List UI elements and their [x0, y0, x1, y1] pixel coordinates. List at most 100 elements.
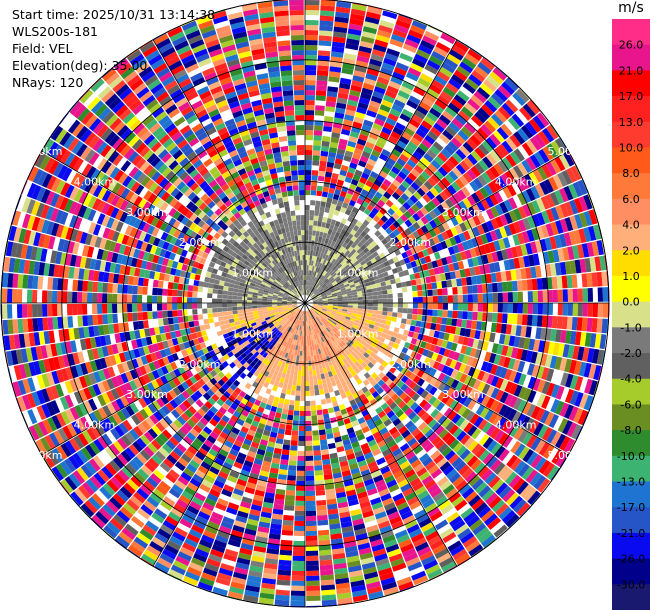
range-gate [407, 172, 417, 182]
range-gate [384, 90, 397, 99]
range-gate [394, 434, 404, 444]
range-gate [312, 300, 318, 302]
range-gate [305, 535, 318, 541]
range-gate [537, 290, 543, 303]
range-gate [472, 311, 478, 321]
range-gate [309, 280, 313, 286]
range-gate [533, 133, 546, 148]
range-gate [551, 276, 558, 289]
range-gate [347, 293, 353, 297]
range-gate [403, 163, 414, 172]
range-gate [471, 548, 484, 558]
range-gate [313, 220, 318, 226]
range-gate [316, 246, 320, 252]
range-gate [463, 219, 472, 230]
range-gate [342, 269, 348, 275]
range-gate [309, 210, 315, 216]
range-gate [321, 276, 326, 282]
range-gate [313, 135, 322, 141]
range-gate [400, 375, 409, 384]
range-gate [344, 283, 350, 288]
range-gate [461, 186, 471, 198]
range-gate [426, 261, 434, 270]
range-gate [369, 351, 377, 359]
range-gate [346, 276, 353, 282]
range-gate [353, 116, 364, 124]
range-gate [513, 336, 521, 348]
range-gate [526, 363, 535, 376]
range-gate [365, 330, 372, 336]
range-gate [564, 201, 574, 216]
range-gate [381, 223, 389, 231]
range-gate [316, 294, 322, 298]
range-gate [307, 345, 311, 351]
range-gate [369, 398, 378, 406]
range-gate [457, 129, 470, 142]
range-gate [420, 277, 427, 285]
range-gate [485, 208, 495, 220]
range-gate [456, 445, 468, 457]
range-gate [357, 50, 371, 59]
range-gate [398, 271, 405, 278]
range-gate [526, 451, 539, 466]
range-gate [407, 141, 418, 151]
range-gate [349, 211, 357, 218]
range-gate [329, 66, 342, 73]
range-gate [541, 367, 550, 381]
range-gate [312, 271, 316, 277]
range-gate [431, 352, 439, 361]
range-gate [516, 502, 531, 517]
range-gate [467, 228, 476, 239]
range-gate [462, 336, 470, 346]
range-gate [460, 433, 471, 445]
range-gate [294, 365, 299, 371]
range-gate [208, 317, 215, 324]
range-gate [387, 258, 395, 265]
range-gate [388, 224, 397, 232]
range-gate [409, 325, 416, 332]
range-gate [291, 570, 305, 576]
range-gate [344, 336, 351, 342]
range-gate [456, 318, 463, 328]
range-gate [473, 177, 484, 189]
range-gate [397, 307, 403, 313]
range-gate [346, 311, 352, 316]
range-gate [301, 380, 305, 386]
range-gate [377, 310, 383, 315]
range-gate [386, 289, 393, 294]
range-gate [589, 257, 597, 272]
range-gate [305, 225, 309, 231]
range-gate [321, 191, 329, 198]
range-gate [527, 376, 537, 390]
range-gate [363, 322, 370, 328]
range-gate [464, 346, 473, 356]
range-gate [366, 204, 374, 212]
range-gate [512, 477, 525, 492]
range-gate [376, 386, 384, 395]
range-gate [493, 240, 501, 251]
range-gate [346, 104, 357, 112]
range-gate [359, 176, 368, 185]
range-gate [497, 143, 510, 157]
range-gate [508, 210, 518, 223]
range-gate [521, 190, 532, 204]
range-gate [481, 534, 496, 548]
range-gate [292, 425, 299, 431]
range-gate [212, 312, 219, 318]
range-gate [411, 203, 420, 213]
range-gate [323, 286, 329, 291]
range-gate [404, 145, 415, 155]
range-gate [333, 209, 340, 217]
range-gate [435, 41, 451, 53]
range-gate [450, 98, 464, 110]
range-gate [568, 440, 576, 454]
range-gate [526, 434, 538, 449]
range-gate [361, 87, 374, 96]
range-gate [299, 420, 305, 426]
range-gate [508, 370, 518, 383]
range-gate [339, 274, 346, 280]
range-gate [499, 226, 508, 238]
range-gate [311, 365, 316, 371]
range-gate [374, 255, 382, 262]
range-gate [401, 108, 414, 119]
